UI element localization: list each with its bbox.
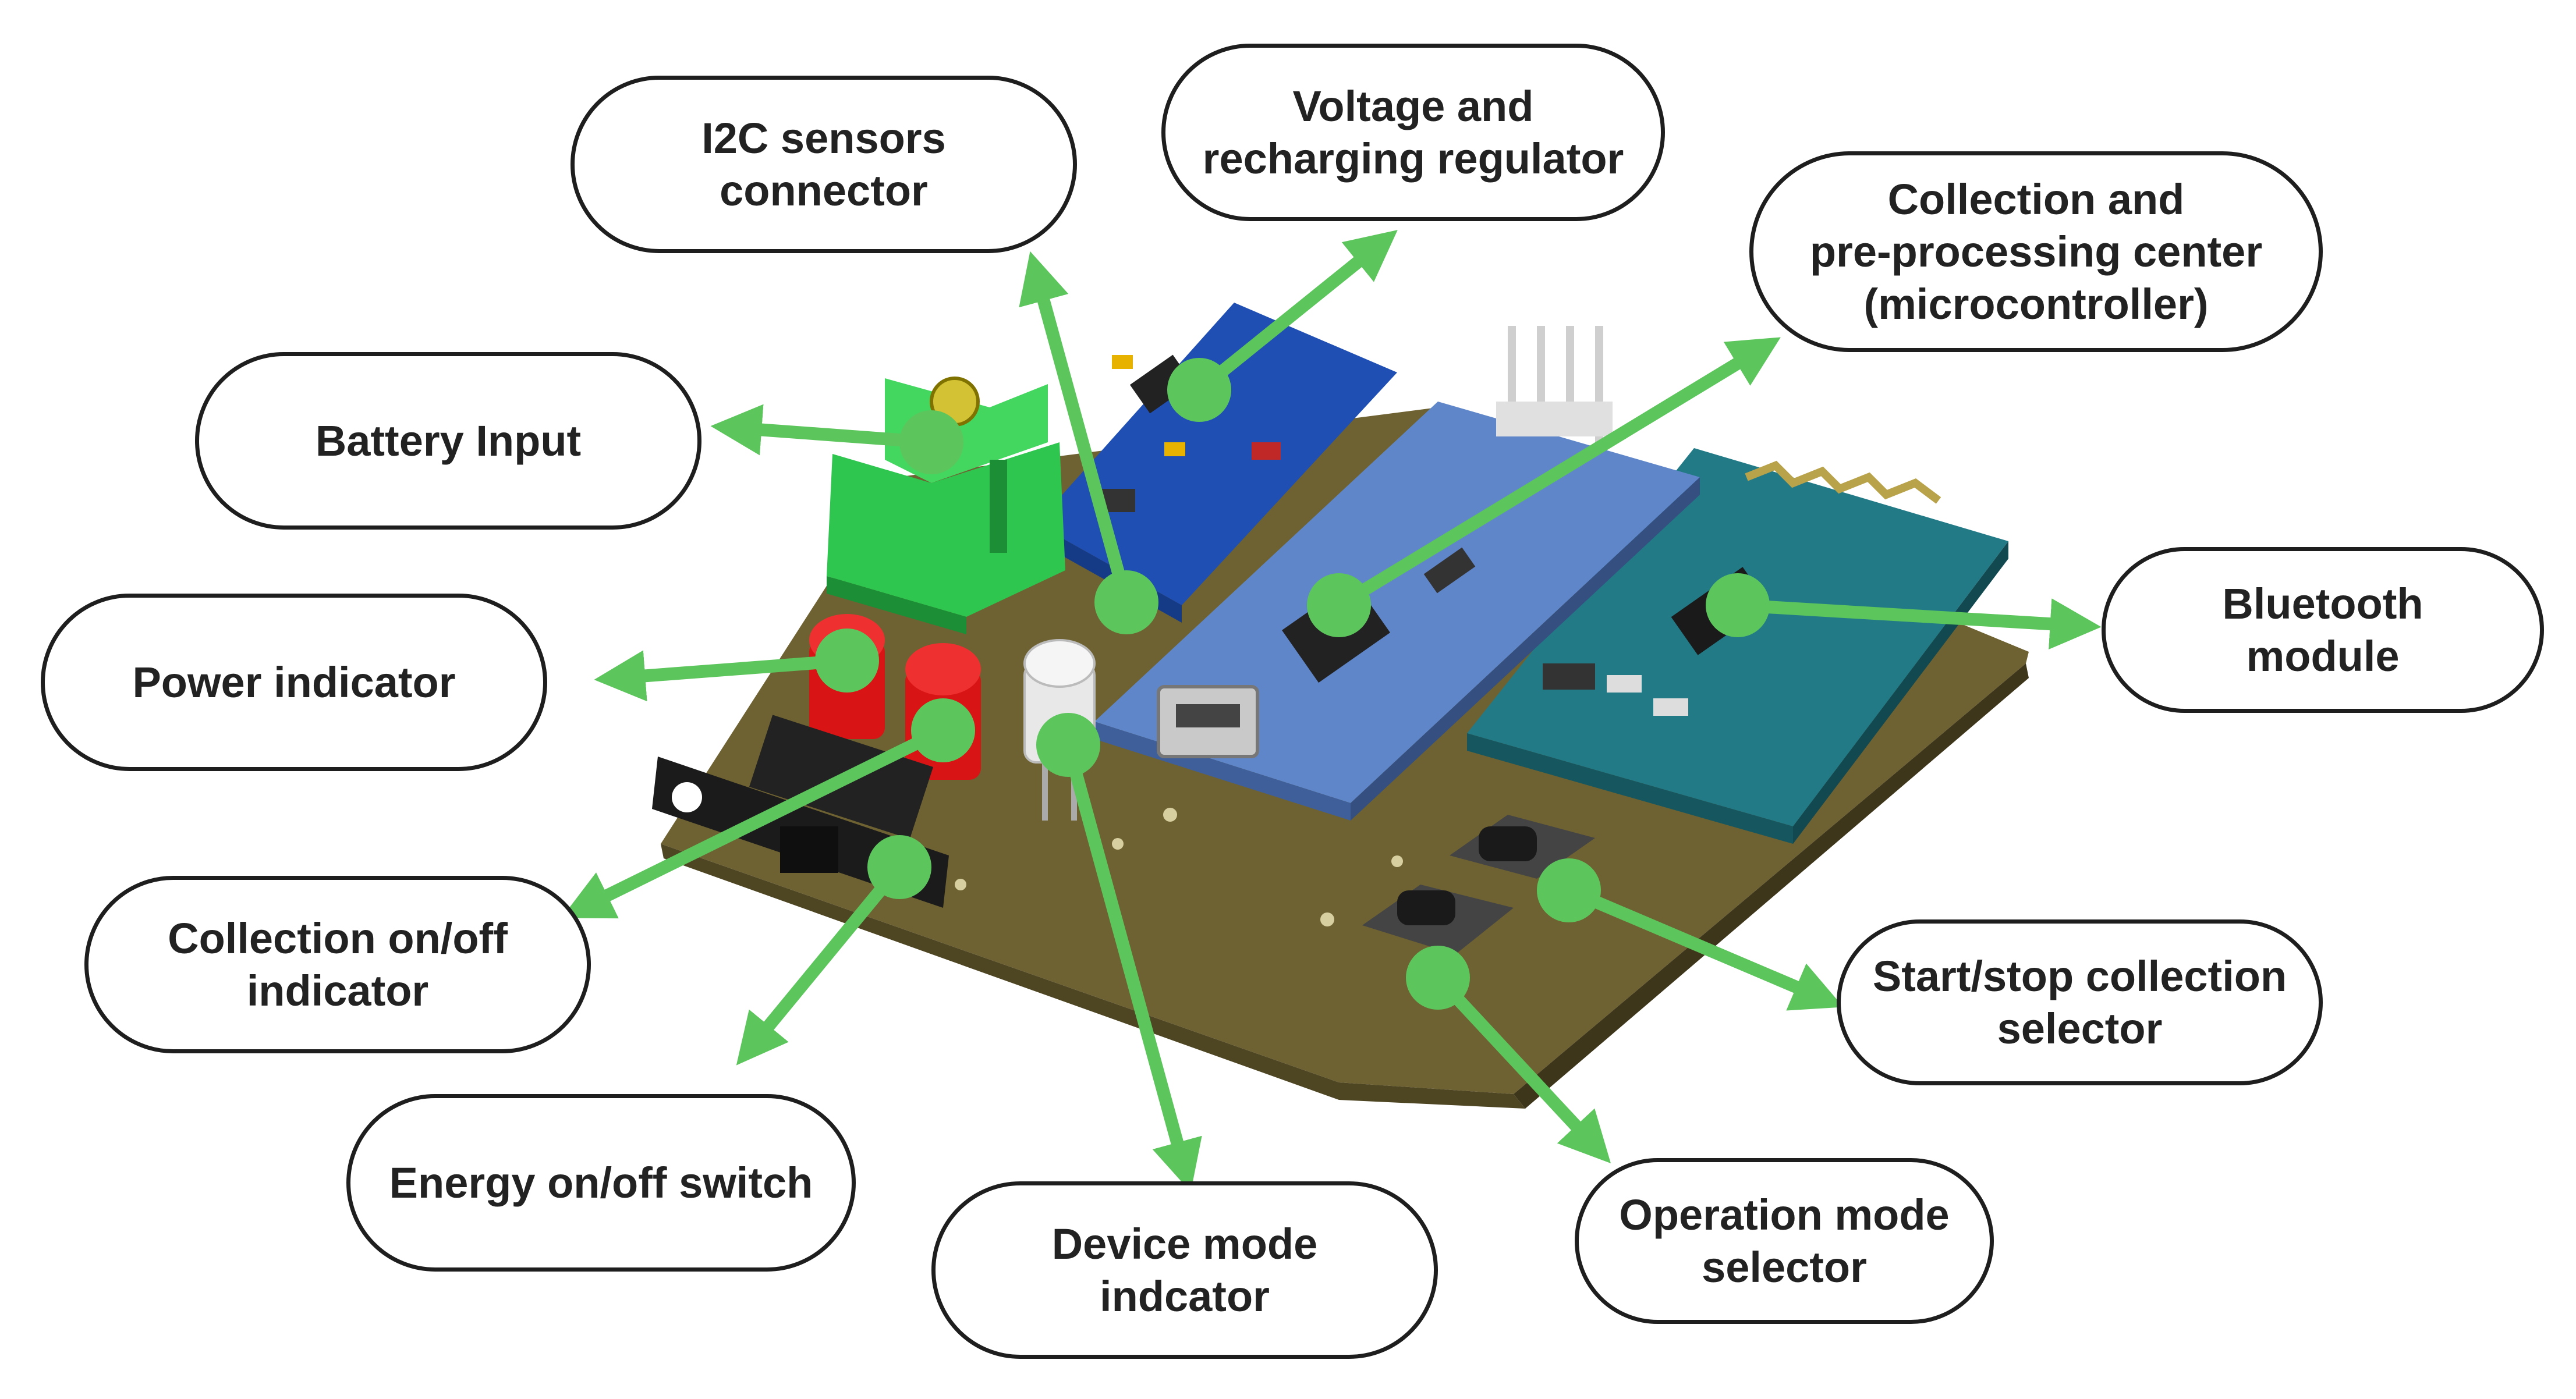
callout-device-mode-indicator: Device mode indcator: [931, 1181, 1438, 1359]
callout-collection-center: Collection and pre-processing center (mi…: [1749, 151, 2323, 352]
callout-i2c-sensors: I2C sensors connector: [571, 76, 1077, 253]
push-button-mode: [1362, 885, 1514, 954]
callout-power-indicator: Power indicator: [41, 594, 547, 771]
callout-battery-input: Battery Input: [195, 352, 701, 530]
arrows: [561, 230, 2102, 1192]
callout-collection-indicator: Collection on/off indicator: [84, 876, 591, 1053]
callout-energy-switch: Energy on/off switch: [346, 1094, 856, 1272]
callout-operation-mode-selector: Operation mode selector: [1575, 1158, 1994, 1324]
terminal-block: [827, 377, 1065, 634]
nano-board: [1094, 326, 1700, 821]
callout-voltage-regulator: Voltage and recharging regulator: [1161, 44, 1665, 221]
callout-bluetooth-module: Bluetooth module: [2102, 547, 2544, 713]
callout-start-stop-selector: Start/stop collection selector: [1837, 919, 2323, 1085]
